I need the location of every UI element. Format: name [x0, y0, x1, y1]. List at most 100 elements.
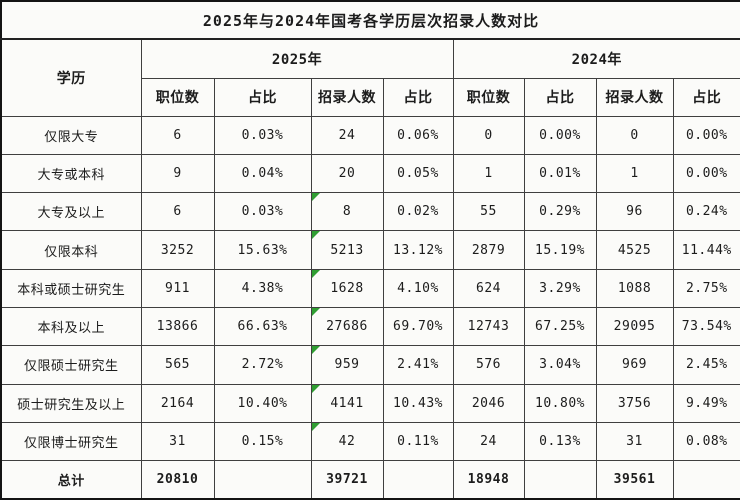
table-row: 本科及以上 13866 66.63% 27686 69.70% 12743 67.25% 29…: [0, 306, 740, 347]
subheader-share-recruits-2024: 占比: [672, 77, 740, 117]
cell-value: 39721: [326, 472, 368, 488]
cell-value: 0.00%: [685, 127, 728, 143]
cell-value: 3.29%: [539, 280, 581, 296]
data-cell: 1628: [310, 268, 384, 308]
cell-value: 0.06%: [397, 127, 439, 143]
data-cell: 15.19%: [523, 230, 597, 270]
data-cell: 15.63%: [213, 230, 312, 270]
cell-value: 1088: [617, 280, 652, 296]
data-cell: 3252: [140, 230, 215, 270]
data-cell: 0.03%: [213, 115, 312, 155]
data-cell: 0.01%: [523, 153, 597, 194]
data-cell: 18948: [452, 460, 525, 500]
cell-value: 0.15%: [241, 434, 284, 450]
cell-value: 0.08%: [685, 434, 728, 450]
data-cell: 39561: [595, 460, 674, 500]
data-cell: 9: [140, 153, 215, 194]
data-cell: 565: [140, 345, 215, 385]
cell-value: 20810: [156, 472, 199, 488]
cell-value: 2.72%: [241, 357, 284, 373]
data-cell: 13866: [140, 306, 215, 347]
cell-value: 0.05%: [397, 165, 439, 181]
cell-value: 0.00%: [685, 165, 728, 181]
subheader-positions-2024: 职位数: [452, 77, 525, 117]
header-year-2025: 2025年: [140, 38, 454, 79]
cell-value: 624: [476, 280, 501, 296]
cell-value: 4.38%: [241, 280, 284, 296]
subheader-recruits-2025: 招录人数: [310, 77, 384, 117]
data-cell: 69.70%: [382, 306, 454, 347]
cell-value: 66.63%: [237, 319, 288, 335]
data-cell: 42: [310, 421, 384, 462]
subheader-recruits-2024: 招录人数: [595, 77, 674, 117]
data-cell: 0.00%: [523, 115, 597, 155]
data-cell: 55: [452, 192, 525, 232]
cell-value: 9: [173, 165, 182, 181]
cell-value: 10.43%: [393, 395, 443, 411]
cell-value: 69.70%: [393, 319, 443, 335]
table-row: 仅限大专 6 0.03% 24 0.06% 0 0.00% 0 0.00%: [0, 115, 740, 155]
row-label: 仅限大专: [0, 115, 142, 155]
data-cell: 0.05%: [382, 153, 454, 194]
subheader-share-recruits-2025: 占比: [382, 77, 454, 117]
data-cell: 911: [140, 268, 215, 308]
cell-value: 4525: [617, 242, 652, 258]
group-header-row: 学历 2025年 2024年: [0, 38, 740, 117]
data-cell: 67.25%: [523, 306, 597, 347]
green-corner-marker-icon: [312, 385, 320, 393]
cell-value: 29095: [613, 319, 656, 335]
cell-value: 911: [165, 280, 190, 296]
table-row: 本科或硕士研究生 911 4.38% 1628 4.10% 624 3.29% 1088 2.7…: [0, 268, 740, 308]
cell-value: 565: [165, 357, 190, 373]
cell-value: 0.13%: [539, 434, 581, 450]
cell-value: 0: [484, 127, 493, 143]
total-row: 总计 20810 39721 18948 39561: [0, 460, 740, 500]
green-corner-marker-icon: [312, 346, 320, 355]
cell-value: 24: [480, 434, 497, 450]
cell-value: 0: [630, 127, 639, 143]
cell-value: 9.49%: [685, 395, 728, 411]
sub-header-row: 职位数 占比 招录人数 占比 职位数 占比 招录人数 占比: [1, 77, 740, 117]
header-year-2024: 2024年: [452, 38, 740, 79]
cell-value: 959: [334, 357, 360, 373]
data-cell: 0.15%: [213, 421, 312, 462]
data-cell: 6: [140, 192, 215, 232]
cell-value: 12743: [467, 319, 510, 335]
cell-value: 2.45%: [685, 357, 728, 373]
data-cell: 8: [310, 192, 384, 232]
row-label: 本科及以上: [0, 306, 142, 347]
table-row: 仅限硕士研究生 565 2.72% 959 2.41% 576 3.04% 969 2.45%: [0, 345, 740, 385]
data-cell: 0.02%: [382, 192, 454, 232]
row-label: 仅限本科: [0, 230, 142, 270]
row-label: 本科或硕士研究生: [0, 268, 142, 308]
data-cell: 2.41%: [382, 345, 454, 385]
data-cell: 73.54%: [672, 306, 740, 347]
cell-value: 24: [338, 127, 356, 143]
cell-value: 1: [630, 165, 639, 181]
data-cell: 1088: [595, 268, 674, 308]
cell-value: 2046: [471, 395, 506, 411]
cell-value: 18948: [467, 472, 510, 488]
cell-value: 5213: [330, 242, 364, 258]
data-cell: 0.29%: [523, 192, 597, 232]
data-cell: 624: [452, 268, 525, 308]
data-cell: 0.11%: [382, 421, 454, 462]
cell-value: 2879: [471, 242, 506, 258]
data-cell: 31: [595, 421, 674, 462]
cell-value: 0.02%: [397, 204, 439, 220]
data-cell: 11.44%: [672, 230, 740, 270]
cell-value: 2.41%: [397, 357, 439, 373]
green-corner-marker-icon: [312, 308, 320, 316]
data-cell: 10.40%: [213, 383, 312, 423]
data-cell: 1: [595, 153, 674, 194]
header-education: 学历: [0, 38, 142, 117]
subheader-share-positions-2024: 占比: [523, 77, 597, 117]
table-body: 仅限大专 6 0.03% 24 0.06% 0 0.00% 0 0.00% 大专或本科 9 0.04%…: [0, 115, 740, 500]
data-cell: 2879: [452, 230, 525, 270]
row-label: 大专及以上: [0, 192, 142, 232]
table-row: 仅限本科 3252 15.63% 5213 13.12% 2879 15.19% 4525 11…: [0, 230, 740, 270]
cell-value: 0.29%: [539, 204, 581, 220]
cell-value: 3252: [160, 242, 195, 258]
data-cell: 24: [452, 421, 525, 462]
